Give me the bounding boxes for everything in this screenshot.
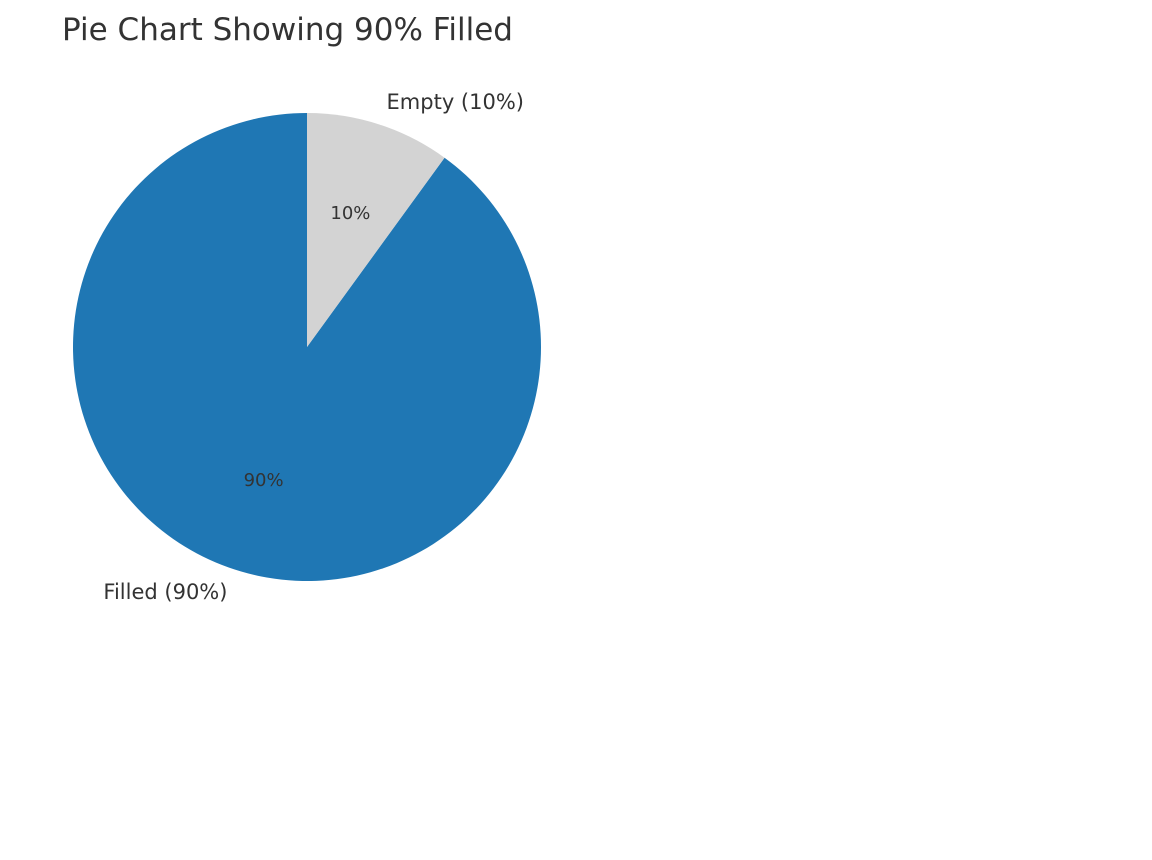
chart-title: Pie Chart Showing 90% Filled xyxy=(62,12,513,48)
slice-label-empty: Empty (10%) xyxy=(387,90,524,114)
pie-group: 90% Filled (90%) 10% Empty (10%) xyxy=(73,90,542,604)
pie-slice-filled xyxy=(73,113,542,581)
percent-label-filled: 90% xyxy=(244,470,284,491)
percent-label-empty: 10% xyxy=(330,203,370,224)
pie-slice-empty xyxy=(307,113,445,347)
slice-label-filled: Filled (90%) xyxy=(103,580,227,604)
